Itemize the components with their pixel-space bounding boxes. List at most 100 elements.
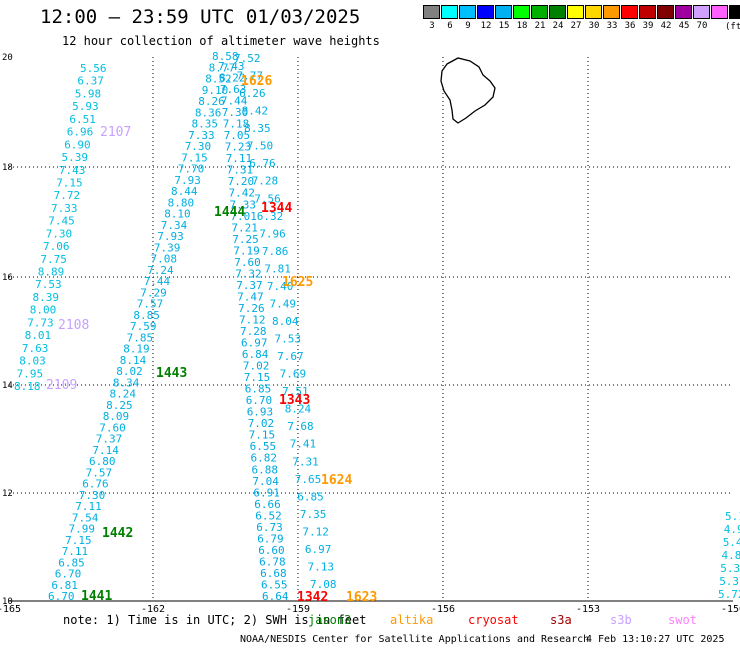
wave-height-value: 5.1: [725, 510, 740, 523]
wave-height-value: 7.53: [35, 278, 62, 291]
wave-height-value: 6.81: [51, 579, 78, 592]
legend-label-5: 18: [516, 21, 528, 31]
wave-height-value: 7.08: [151, 253, 178, 266]
wave-height-value: 8.01: [25, 329, 51, 342]
wave-height-value: 7.02: [243, 360, 270, 373]
wave-height-value: 7.54: [72, 511, 99, 524]
legend-swatch-0: [423, 5, 440, 19]
legend-swatch-13: [657, 5, 674, 19]
wave-height-value: 7.15: [56, 177, 82, 190]
wave-height-value: 7.23: [225, 141, 252, 154]
wave-height-value: 7.01: [230, 210, 257, 223]
pass-time-label: 1344: [261, 201, 292, 216]
wave-height-value: 7.26: [238, 302, 265, 315]
wave-height-value: 7.19: [233, 244, 259, 257]
pass-time-label: 2107: [100, 125, 131, 140]
wave-height-value: 8.22: [219, 72, 246, 85]
wave-height-value: 7.81: [264, 262, 291, 275]
pass-time-labels: 2107 2108 2109 1444 1443 1442 1441 1344 1343 1342…: [46, 74, 377, 605]
legend-label-4: 15: [498, 21, 510, 31]
wave-height-value: 7.30: [46, 227, 72, 240]
axis-ticks: -165 -162 -159 -156 -153 -150 20 18 16 14 12 10: [0, 53, 740, 615]
wave-height-value: 7.47: [237, 290, 264, 303]
legend-swatches: [423, 5, 740, 19]
wave-height-value: 8.89: [38, 266, 65, 279]
wave-height-value: 7.63: [22, 342, 49, 355]
wave-height-value: 7.20: [228, 175, 255, 188]
wave-height-value: 6.52: [255, 509, 281, 522]
wave-height-value: 7.28: [240, 325, 267, 338]
wave-height-value: 7.35: [300, 508, 327, 521]
wave-height-value: 8.14: [120, 354, 147, 367]
legend-swatch-1: [441, 5, 458, 19]
wave-height-value: 7.57: [86, 466, 113, 479]
pass-time-label: 2108: [58, 318, 89, 333]
pass-time-label: 1343: [279, 393, 310, 408]
legend-swatch-4: [495, 5, 512, 19]
wave-height-value: 7.52: [234, 52, 261, 65]
wave-height-value: 8.42: [242, 105, 269, 118]
wave-height-value: 7.29: [140, 286, 167, 299]
wave-height-value: 6.93: [247, 406, 274, 419]
wave-height-value: 7.57: [137, 298, 164, 311]
legend-label-7: 24: [552, 21, 564, 31]
legend-label-8: 27: [570, 21, 582, 31]
wave-height-value: 4.9: [724, 523, 740, 536]
legend-label-12: 39: [642, 21, 654, 31]
wave-height-value: 6.66: [254, 498, 280, 511]
wave-height-value: 7.72: [54, 189, 81, 202]
wave-height-value: 7.40: [267, 280, 294, 293]
x-tick-label: -165: [0, 604, 21, 615]
satellite-cryosat: cryosat: [468, 613, 519, 627]
wave-height-value: 7.12: [302, 525, 329, 538]
y-tick-label: 14: [2, 381, 13, 391]
wave-height-value: 7.28: [252, 175, 279, 188]
wave-height-value: 7.11: [62, 545, 88, 558]
wave-height-value: 7.42: [229, 187, 256, 200]
pass-time-label: 1626: [241, 74, 272, 89]
wave-height-value: 6.76: [82, 478, 109, 491]
wave-height-value: 7.96: [259, 227, 286, 240]
legend-swatch-2: [459, 5, 476, 19]
legend-label-2: 9: [465, 21, 471, 31]
wave-height-value: 7.33: [188, 129, 215, 142]
legend-label-0: 3: [429, 21, 435, 31]
y-tick-label: 20: [2, 53, 13, 63]
wave-height-value: 7.86: [262, 245, 289, 258]
wave-height-value: 6.51: [69, 113, 96, 126]
pass-time-label: 2109: [46, 378, 77, 393]
wave-height-value: 7.04: [252, 475, 279, 488]
wave-height-value: 7.49: [270, 298, 297, 311]
legend-swatch-5: [513, 5, 530, 19]
satellite-s3a: s3a: [550, 613, 572, 627]
wave-height-value: 8.44: [171, 185, 198, 198]
wave-height-value: 7.65: [295, 473, 322, 486]
credit-line: NOAA/NESDIS Center for Satellite Applica…: [240, 634, 590, 645]
y-tick-label: 18: [2, 163, 13, 173]
wave-height-value: 8.02: [116, 365, 143, 378]
wave-height-value: 8.26: [198, 95, 225, 108]
pass-time-label: 1625: [282, 275, 313, 290]
wave-height-value: 6.82: [251, 452, 278, 465]
wave-height-value: 7.67: [277, 350, 304, 363]
legend-swatch-12: [639, 5, 656, 19]
wave-height-value: 8.19: [123, 343, 150, 356]
wave-height-value: 7.15: [181, 151, 208, 164]
wave-height-value: 7.08: [310, 578, 337, 591]
wave-height-value: 6.97: [241, 337, 268, 350]
x-tick-label: -153: [576, 604, 600, 615]
legend-labels: 3 6 9 12 15 18 21 24 27 30 33 36 39 42 45 70: [423, 21, 740, 31]
wave-height-value: 7.06: [43, 240, 70, 253]
wave-height-value: 6.64: [262, 590, 289, 603]
wave-height-value: 7.99: [69, 523, 96, 536]
wave-height-value: 6.80: [89, 455, 116, 468]
wave-height-value: 7.68: [287, 420, 314, 433]
wave-height-value: 6.55: [250, 440, 277, 453]
wave-height-value: 7.31: [227, 164, 254, 177]
wave-height-value: 5.56: [80, 62, 107, 75]
legend-swatch-7: [549, 5, 566, 19]
wave-height-value: 8.80: [168, 196, 195, 209]
wave-height-value: 7.56: [254, 192, 280, 205]
wave-height-value: 6.70: [246, 394, 273, 407]
